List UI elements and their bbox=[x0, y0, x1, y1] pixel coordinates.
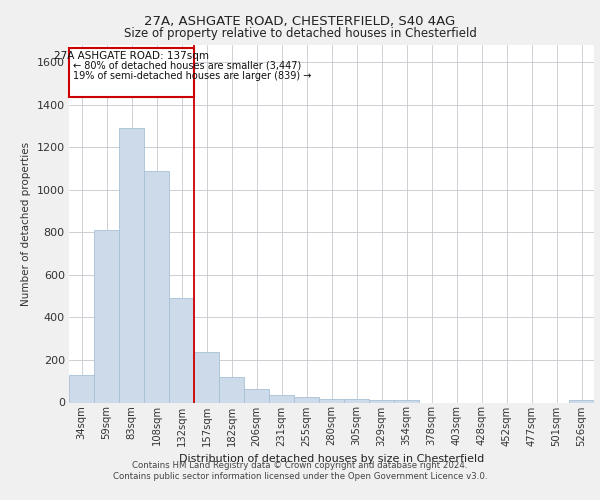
Text: ← 80% of detached houses are smaller (3,447): ← 80% of detached houses are smaller (3,… bbox=[73, 61, 301, 71]
Bar bbox=[269, 395, 294, 402]
Bar bbox=[194, 352, 219, 403]
Bar bbox=[294, 397, 319, 402]
Y-axis label: Number of detached properties: Number of detached properties bbox=[21, 142, 31, 306]
Bar bbox=[119, 128, 144, 402]
FancyBboxPatch shape bbox=[69, 48, 194, 97]
Text: 27A ASHGATE ROAD: 137sqm: 27A ASHGATE ROAD: 137sqm bbox=[54, 50, 209, 60]
Bar bbox=[369, 400, 394, 402]
Bar bbox=[344, 400, 369, 402]
Text: 27A, ASHGATE ROAD, CHESTERFIELD, S40 4AG: 27A, ASHGATE ROAD, CHESTERFIELD, S40 4AG bbox=[145, 15, 455, 28]
Bar bbox=[244, 388, 269, 402]
Bar bbox=[569, 400, 594, 402]
Bar bbox=[394, 400, 419, 402]
Text: Size of property relative to detached houses in Chesterfield: Size of property relative to detached ho… bbox=[124, 28, 476, 40]
Bar bbox=[69, 375, 94, 402]
Bar bbox=[169, 298, 194, 403]
Bar bbox=[219, 377, 244, 402]
Text: Contains public sector information licensed under the Open Government Licence v3: Contains public sector information licen… bbox=[113, 472, 487, 481]
Bar bbox=[94, 230, 119, 402]
Text: Contains HM Land Registry data © Crown copyright and database right 2024.: Contains HM Land Registry data © Crown c… bbox=[132, 461, 468, 470]
X-axis label: Distribution of detached houses by size in Chesterfield: Distribution of detached houses by size … bbox=[179, 454, 484, 464]
Text: 19% of semi-detached houses are larger (839) →: 19% of semi-detached houses are larger (… bbox=[73, 70, 311, 81]
Bar bbox=[319, 400, 344, 402]
Bar bbox=[144, 170, 169, 402]
